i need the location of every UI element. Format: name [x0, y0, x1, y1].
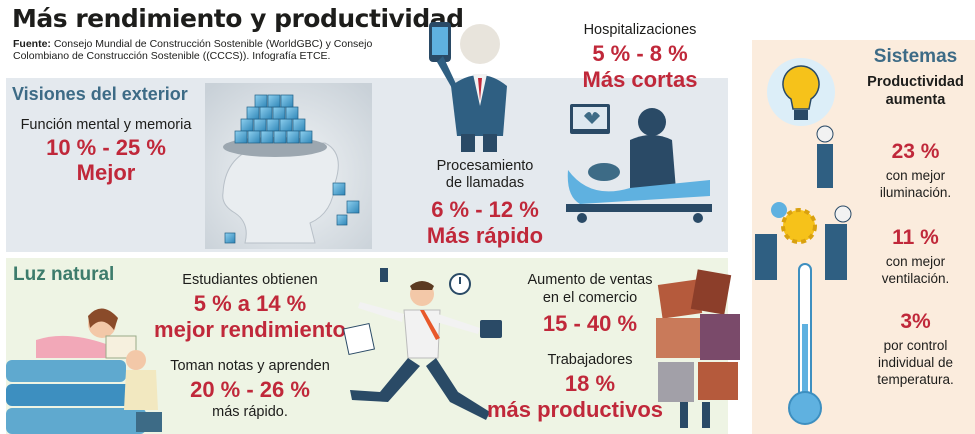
stat-3-line-1: por control: [883, 338, 948, 353]
llamadas-range: 6 % - 12 %: [431, 197, 539, 222]
businessman-phone-illustration: [429, 22, 507, 152]
ventas-label-2: en el comercio: [542, 290, 638, 306]
shopping-bags-illustration: [656, 269, 740, 428]
source-note: Fuente: Consejo Mundial de Construcción …: [13, 38, 383, 62]
notas-range: 20 % - 26 %: [190, 377, 310, 402]
ventas-label-1: Aumento de ventas: [527, 272, 653, 288]
stat-1-value: 23 %: [891, 140, 940, 163]
hospital-result: Más cortas: [582, 67, 698, 92]
page-title: Más rendimiento y productividad: [12, 4, 464, 33]
hospital-label: Hospitalizaciones: [583, 22, 697, 38]
trabajadores-result: más productivos: [486, 397, 664, 422]
sistemas-heading: Sistemas: [873, 46, 958, 67]
visiones-heading: Visiones del exterior: [12, 84, 188, 104]
notas-label: Toman notas y aprenden: [170, 358, 330, 374]
hospital-range: 5 % - 8 %: [592, 41, 688, 66]
stat-1-line-2: iluminación.: [879, 185, 952, 200]
luz-heading: Luz natural: [13, 264, 115, 285]
ventas-range: 15 - 40 %: [542, 311, 638, 336]
stat-2-line-1: con mejor: [885, 254, 946, 269]
stat-2-value: 11 %: [892, 226, 939, 249]
kids-reading-illustration: [6, 308, 162, 434]
estudiantes-range: 5 % a 14 %: [193, 291, 307, 316]
hospital-bed-illustration: [566, 104, 712, 223]
sistemas-sub-2: aumenta: [885, 92, 946, 108]
source-label: Fuente:: [13, 38, 51, 50]
visiones-label: Función mental y memoria: [20, 117, 192, 133]
trabajadores-range: 18 %: [564, 371, 616, 396]
llamadas-label-1: Procesamiento: [436, 158, 534, 174]
head-cubes-image: [205, 83, 372, 249]
sistemas-sub-1: Productividad: [867, 74, 964, 90]
stat-1-line-1: con mejor: [885, 168, 946, 183]
notas-result: más rápido.: [212, 404, 288, 420]
busy-worker-illustration: [342, 268, 502, 420]
stat-2-line-2: ventilación.: [881, 271, 950, 286]
llamadas-result: Más rápido: [426, 223, 544, 248]
systems-illustration: [755, 58, 852, 425]
stat-3-line-3: temperatura.: [877, 372, 954, 387]
stat-3-value: 3%: [900, 310, 931, 333]
visiones-range: 10 % - 25 %: [46, 135, 166, 160]
source-text: Consejo Mundial de Construcción Sostenib…: [13, 38, 373, 62]
visiones-result: Mejor: [76, 160, 136, 185]
trabajadores-label: Trabajadores: [547, 352, 633, 368]
llamadas-label-2: de llamadas: [445, 175, 525, 191]
estudiantes-label: Estudiantes obtienen: [182, 272, 318, 288]
stat-3-line-2: individual de: [877, 355, 954, 370]
estudiantes-result: mejor rendimiento: [154, 317, 346, 342]
